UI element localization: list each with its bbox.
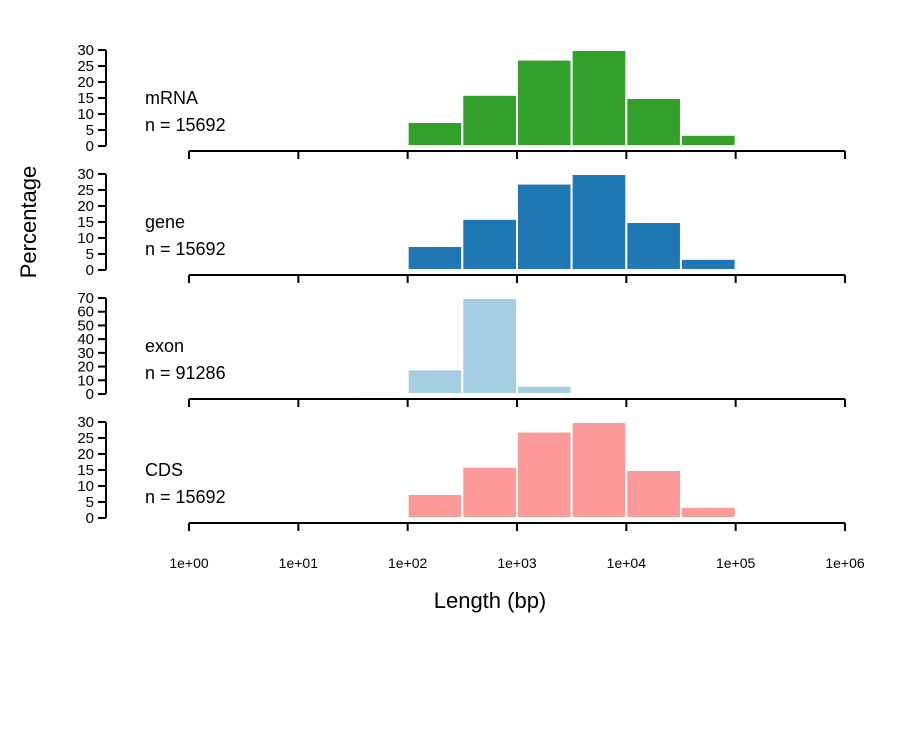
- y-tick-label: 70: [77, 290, 94, 307]
- bar: [406, 245, 464, 271]
- bar: [570, 49, 628, 147]
- y-tick-label: 0: [86, 386, 94, 403]
- bar: [516, 430, 573, 520]
- bar: [516, 384, 573, 395]
- bar: [734, 143, 792, 147]
- bar: [570, 421, 628, 519]
- y-tick-label: 10: [77, 230, 94, 247]
- bar: [461, 465, 519, 519]
- bar: [570, 173, 628, 271]
- y-axis-title: Percentage: [16, 166, 41, 279]
- y-tick-label: 30: [77, 414, 94, 431]
- panel-count: n = 15692: [145, 239, 226, 259]
- x-tick-label: 1e+06: [825, 555, 865, 571]
- bar: [625, 97, 682, 147]
- bar: [734, 267, 792, 271]
- x-tick-label: 1e+03: [497, 555, 537, 571]
- bar: [679, 505, 737, 519]
- panel-name: CDS: [145, 460, 183, 480]
- x-tick-label: 1e+04: [607, 555, 647, 571]
- y-tick-label: 20: [77, 74, 94, 91]
- y-tick-label: 5: [86, 122, 94, 139]
- bar: [570, 391, 628, 395]
- bar: [679, 133, 737, 148]
- bar: [406, 121, 464, 147]
- y-tick-label: 40: [77, 331, 94, 348]
- y-tick-label: 25: [77, 58, 94, 75]
- y-tick-label: 20: [77, 359, 94, 376]
- y-tick-label: 30: [77, 42, 94, 59]
- bar: [406, 493, 464, 519]
- panel-name: gene: [145, 212, 185, 232]
- y-tick-label: 20: [77, 446, 94, 463]
- bar: [734, 515, 792, 520]
- x-tick-label: 1e+02: [388, 555, 428, 571]
- y-tick-label: 60: [77, 304, 94, 321]
- bars: [351, 297, 628, 396]
- panel-count: n = 15692: [145, 115, 226, 135]
- panel-count: n = 15692: [145, 487, 226, 507]
- bar: [516, 182, 573, 272]
- y-tick-label: 5: [86, 246, 94, 263]
- y-tick-label: 15: [77, 90, 94, 107]
- x-axis-title: Length (bp): [434, 588, 547, 613]
- x-axis-tick-labels: 1e+00 1e+01 1e+02 1e+03 1e+04 1e+05 1e+06: [169, 555, 865, 571]
- y-tick-label: 20: [77, 198, 94, 215]
- y-tick-label: 25: [77, 430, 94, 447]
- bar: [461, 93, 519, 148]
- x-tick-label: 1e+01: [279, 555, 319, 571]
- y-tick-label: 15: [77, 462, 94, 479]
- bars: [406, 421, 792, 520]
- y-tick-label: 10: [77, 372, 94, 389]
- y-tick-label: 0: [86, 262, 94, 279]
- bar: [625, 469, 682, 519]
- y-tick-label: 10: [77, 106, 94, 123]
- panel-name: mRNA: [145, 88, 198, 108]
- y-tick-label: 25: [77, 182, 94, 199]
- panel-name: exon: [145, 336, 184, 356]
- x-tick-label: 1e+05: [716, 555, 756, 571]
- bar: [516, 58, 573, 147]
- bars: [406, 173, 792, 272]
- bar: [461, 217, 519, 272]
- bars: [406, 49, 792, 148]
- y-tick-label: 50: [77, 317, 94, 334]
- y-tick-label: 15: [77, 214, 94, 231]
- bar: [351, 390, 409, 396]
- panel-count: n = 91286: [145, 363, 226, 383]
- bar: [461, 297, 519, 395]
- bar: [406, 368, 464, 396]
- bar: [679, 257, 737, 271]
- y-tick-label: 5: [86, 494, 94, 511]
- y-tick-label: 10: [77, 478, 94, 495]
- x-tick-label: 1e+00: [169, 555, 209, 571]
- y-tick-label: 30: [77, 345, 94, 362]
- y-tick-label: 0: [86, 138, 94, 155]
- y-tick-label: 0: [86, 510, 94, 527]
- bar: [625, 221, 682, 271]
- y-tick-label: 30: [77, 166, 94, 183]
